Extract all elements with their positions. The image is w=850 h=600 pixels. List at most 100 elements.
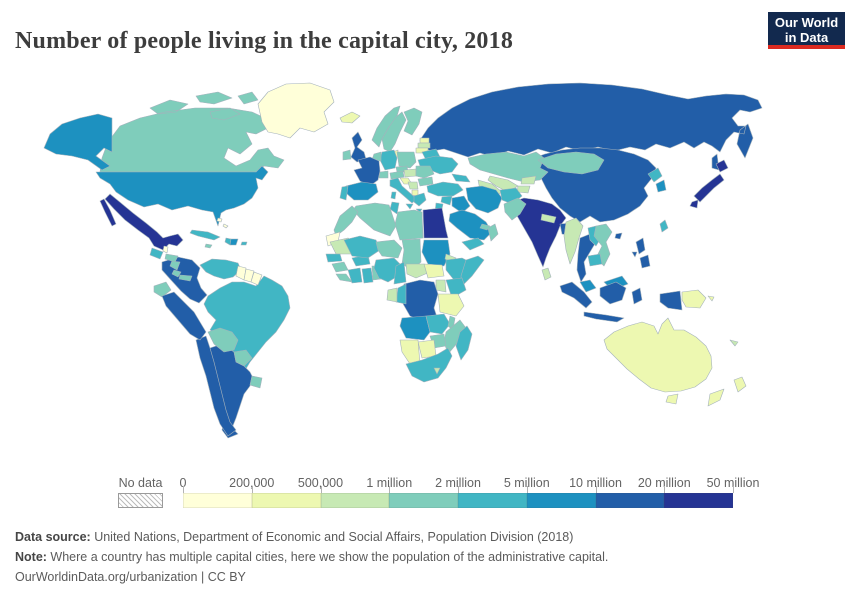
owid-logo[interactable]: Our World in Data [768, 12, 845, 49]
country-iraq[interactable]: Iraq [451, 195, 471, 214]
country-syria[interactable]: Syria [440, 195, 453, 206]
country-united-arab-emirates[interactable]: United Arab Emirates [479, 223, 491, 231]
country-tunisia[interactable]: Tunisia [389, 201, 400, 215]
country-cuba[interactable]: Cuba [189, 229, 221, 241]
country-cambodia[interactable]: Cambodia [587, 253, 603, 267]
country-nepal[interactable]: Nepal [540, 213, 557, 224]
no-data-swatch[interactable] [118, 493, 163, 508]
country-jamaica[interactable]: Jamaica [204, 243, 213, 249]
country-belize[interactable]: Belize [162, 245, 169, 254]
country-guatemala[interactable]: Guatemala [149, 247, 164, 260]
country-south-sudan[interactable]: South Sudan [423, 263, 445, 279]
country-united-kingdom[interactable]: United Kingdom [350, 131, 367, 163]
country-south-korea[interactable]: South Korea [655, 179, 667, 193]
country-niger[interactable]: Niger [375, 239, 403, 259]
country-latvia[interactable]: Latvia [417, 142, 431, 149]
country-spain[interactable]: Spain [345, 181, 379, 201]
country-angola[interactable]: Angola [399, 315, 431, 341]
country-senegal[interactable]: Senegal [325, 253, 343, 263]
country-hungary[interactable]: Hungary [403, 168, 417, 178]
country-peru[interactable]: Peru [161, 291, 207, 341]
country-chile[interactable]: Chile [195, 335, 237, 437]
country-new-zealand[interactable]: New Zealand [707, 376, 747, 407]
country-azerbaijan[interactable]: Azerbaijan [451, 173, 471, 183]
country-turkey[interactable]: Turkey [426, 181, 464, 197]
country-congo[interactable]: Congo [395, 283, 407, 305]
country-lesotho[interactable]: Lesotho [433, 367, 441, 375]
country-oman[interactable]: Oman [487, 223, 499, 242]
country-dominican-republic[interactable]: Dominican Republic [229, 238, 239, 246]
country-sudan[interactable]: Sudan [421, 239, 451, 267]
country-germany[interactable]: Germany [379, 149, 398, 171]
country-ghana[interactable]: Ghana [361, 267, 374, 284]
country-cameroon[interactable]: Cameroon [393, 261, 407, 285]
country-madagascar[interactable]: Madagascar [455, 325, 473, 361]
country-morocco[interactable]: Morocco [333, 205, 359, 237]
country-serbia[interactable]: Serbia [407, 181, 419, 190]
country-sweden[interactable]: Sweden [381, 111, 407, 153]
country-democratic-republic-of-congo[interactable]: Democratic Republic of Congo [401, 279, 439, 323]
country-austria[interactable]: Austria [389, 170, 405, 180]
legend-segment-6[interactable] [595, 493, 665, 508]
country-sri-lanka[interactable]: Sri Lanka [541, 267, 552, 281]
country-france[interactable]: France [353, 156, 381, 187]
country-guinea[interactable]: Guinea [331, 261, 349, 273]
country-pakistan[interactable]: Pakistan [503, 197, 527, 221]
country-romania[interactable]: Romania [415, 165, 435, 179]
country-namibia[interactable]: Namibia [399, 339, 421, 365]
country-bolivia[interactable]: Bolivia [207, 327, 239, 353]
country-poland[interactable]: Poland [396, 151, 417, 169]
country-bahamas[interactable]: Bahamas [216, 217, 229, 229]
legend-segment-1[interactable] [251, 493, 321, 508]
country-iran[interactable]: Iran [465, 185, 503, 214]
country-libya[interactable]: Libya [394, 209, 424, 241]
country-north-korea[interactable]: North Korea [647, 167, 663, 183]
country-iceland[interactable]: Iceland [339, 111, 361, 124]
country-bulgaria[interactable]: Bulgaria [417, 176, 434, 187]
country-botswana[interactable]: Botswana [417, 339, 437, 359]
country-panama[interactable]: Panama [178, 274, 193, 282]
country-nigeria[interactable]: Nigeria [373, 257, 401, 283]
country-philippines[interactable]: Philippines [631, 237, 651, 269]
country-ireland[interactable]: Ireland [342, 149, 352, 161]
legend-segment-2[interactable] [320, 493, 390, 508]
country-mexico[interactable]: Mexico [99, 193, 184, 251]
legend-segment-0[interactable] [183, 493, 252, 508]
country-estonia[interactable]: Estonia [419, 137, 430, 144]
country-kazakhstan[interactable]: Kazakhstan [467, 151, 549, 183]
country-mongolia[interactable]: Mongolia [537, 151, 605, 175]
country-mali[interactable]: Mali [343, 235, 381, 259]
country-uganda[interactable]: Uganda [435, 279, 447, 293]
country-indonesia[interactable]: Indonesia [559, 281, 683, 323]
country-myanmar[interactable]: Myanmar [563, 217, 584, 265]
country-ecuador[interactable]: Ecuador [153, 281, 172, 298]
country-venezuela[interactable]: Venezuela [199, 258, 242, 280]
country-french-guiana[interactable]: French Guiana [250, 271, 263, 286]
country-kenya[interactable]: Kenya [445, 277, 467, 299]
country-greece[interactable]: Greece [413, 192, 427, 213]
country-finland[interactable]: Finland [403, 107, 423, 136]
country-somalia[interactable]: Somalia [460, 255, 485, 287]
country-taiwan[interactable]: Taiwan [659, 219, 669, 233]
country-portugal[interactable]: Portugal [339, 185, 349, 201]
country-central-african-republic[interactable]: Central African Republic [405, 263, 431, 279]
country-uruguay[interactable]: Uruguay [249, 375, 263, 389]
country-norway[interactable]: Norway [371, 105, 401, 148]
country-greenland[interactable]: Greenland [257, 82, 335, 139]
country-south-africa[interactable]: South Africa [405, 347, 453, 383]
country-papua-new-guinea[interactable]: Papua New Guinea [681, 289, 715, 309]
country-nicaragua[interactable]: Nicaragua [169, 260, 181, 271]
country-canada[interactable]: Canada [99, 91, 285, 173]
country-yemen[interactable]: Yemen [461, 237, 485, 251]
country-zambia[interactable]: Zambia [425, 313, 451, 335]
legend-segment-5[interactable] [526, 493, 596, 508]
country-kyrgyzstan[interactable]: Kyrgyzstan [520, 175, 537, 185]
country-japan[interactable]: Japan [689, 159, 729, 209]
country-saudi-arabia[interactable]: Saudi Arabia [448, 209, 493, 241]
country-switzerland[interactable]: Switzerland [378, 170, 389, 179]
legend-segment-4[interactable] [458, 493, 527, 508]
country-paraguay[interactable]: Paraguay [233, 349, 253, 367]
country-egypt[interactable]: Egypt [422, 207, 449, 239]
country-tanzania[interactable]: Tanzania [437, 293, 465, 317]
country-algeria[interactable]: Algeria [352, 202, 397, 237]
